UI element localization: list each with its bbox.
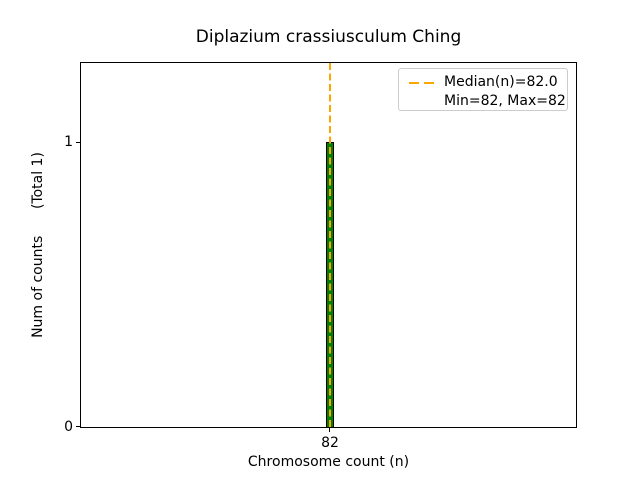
y-tick-label-0: 0 — [64, 419, 73, 435]
legend-entry-median: Median(n)=82.0 — [409, 73, 561, 92]
legend: Median(n)=82.0 Min=82, Max=82 — [398, 68, 568, 111]
y-tick-label-1: 1 — [64, 134, 73, 150]
blank-handle — [409, 101, 434, 103]
chart-title: Diplazium crassiusculum Ching — [195, 27, 462, 47]
x-tick-mark-82 — [329, 428, 330, 432]
y-tick-mark-1 — [76, 142, 80, 143]
legend-label-minmax: Min=82, Max=82 — [444, 93, 566, 109]
median-line — [329, 63, 331, 427]
y-tick-mark-0 — [76, 426, 80, 427]
orange-dashed-line-icon — [409, 81, 434, 84]
x-tick-label-82: 82 — [321, 435, 339, 451]
x-axis-label: Chromosome count (n) — [247, 454, 410, 470]
y-axis-label: Num of counts (Total 1) — [30, 152, 46, 338]
legend-entry-minmax: Min=82, Max=82 — [409, 92, 566, 111]
legend-label-median: Median(n)=82.0 — [444, 74, 558, 90]
